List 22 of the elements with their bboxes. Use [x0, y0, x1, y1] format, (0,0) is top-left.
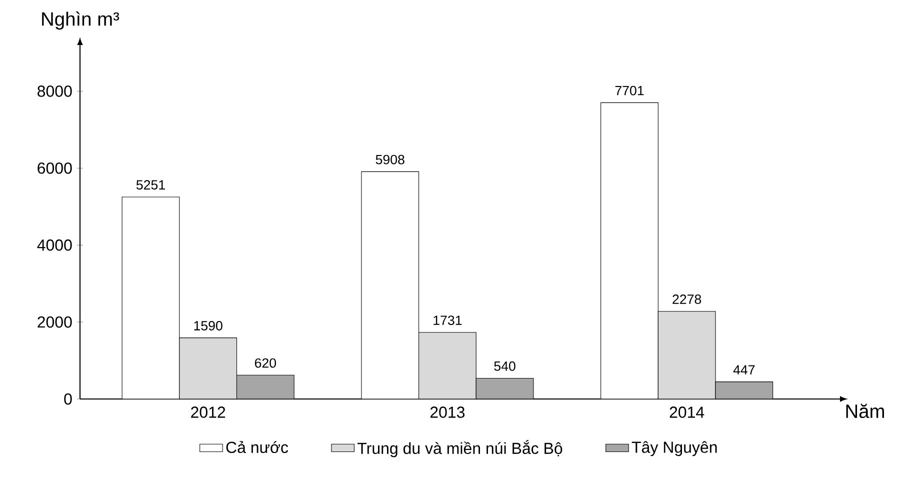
legend-label: Cả nước: [226, 440, 288, 454]
legend-label: Trung du và miền núi Bắc Bộ: [358, 440, 562, 458]
data-label: 447: [733, 365, 755, 374]
y-tick-label: 2000: [38, 316, 72, 328]
y-tick-label: 4000: [37, 239, 72, 251]
data-label: 7701: [615, 86, 644, 96]
data-label: 2278: [672, 294, 702, 304]
y-tick-label: 8000: [38, 86, 72, 97]
x-tick-label: 2014: [670, 406, 704, 418]
y-axis-title: Nghìn m³: [42, 12, 120, 30]
data-label: 5908: [376, 154, 404, 164]
y-tick-label: 0: [64, 393, 72, 405]
data-label: 1731: [434, 316, 462, 326]
data-label: 1590: [194, 321, 222, 330]
x-tick-label: 2012: [191, 406, 226, 418]
data-label: 620: [254, 358, 276, 368]
x-axis-title: Năm: [846, 404, 884, 418]
x-tick-label: 2013: [430, 406, 465, 418]
y-tick-label: 6000: [38, 162, 72, 174]
legend-label: Tây Nguyên: [632, 441, 717, 456]
data-label: 540: [494, 361, 516, 371]
data-label: 5251: [136, 180, 165, 190]
